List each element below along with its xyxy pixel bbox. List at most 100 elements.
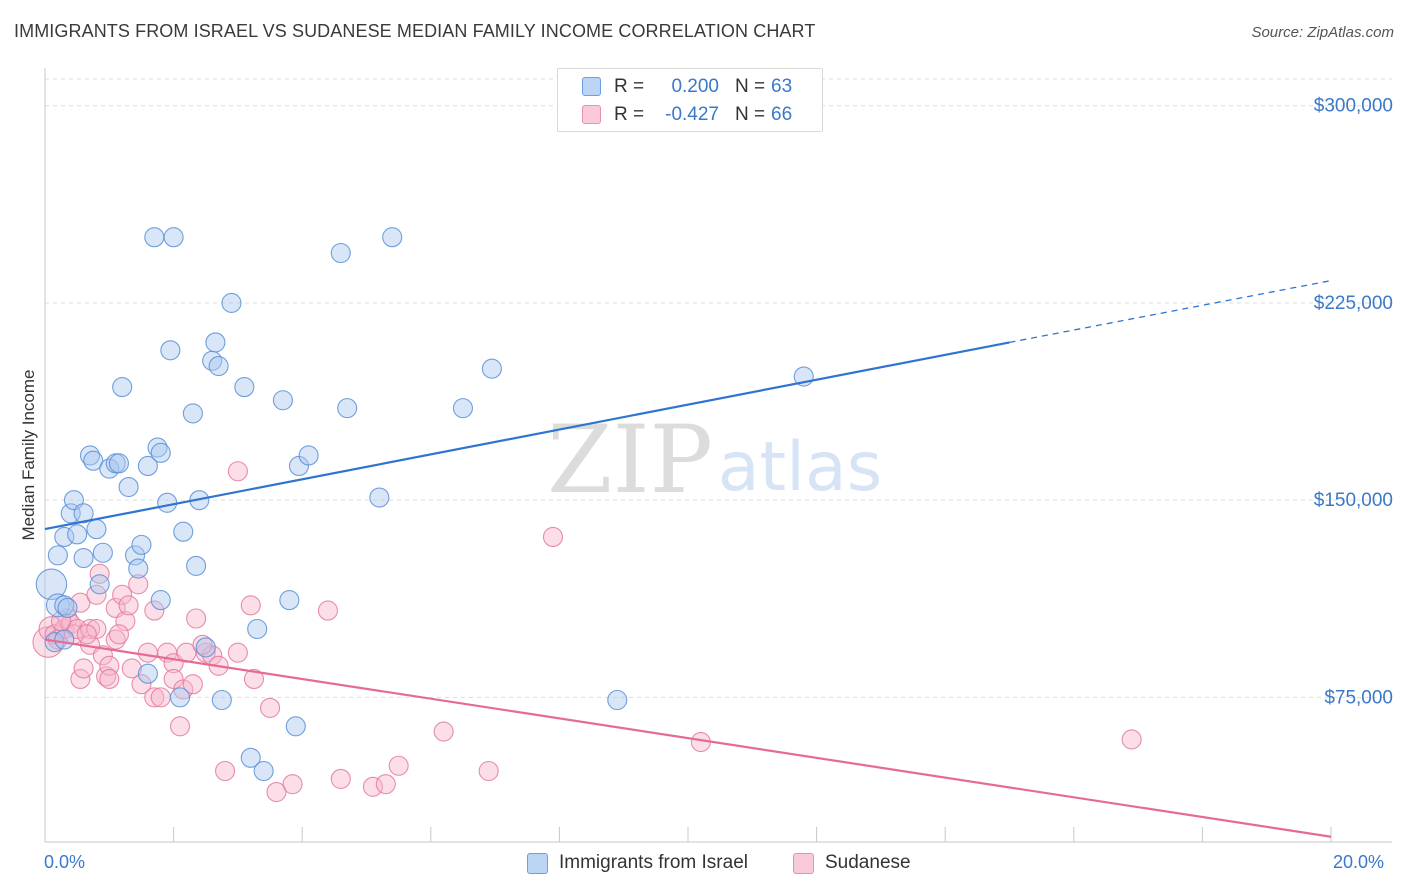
- sudanese-point: [240, 595, 261, 616]
- sudanese-point: [70, 592, 91, 613]
- sudanese-point: [330, 768, 351, 789]
- watermark-zip: ZIP: [547, 406, 713, 515]
- israel-point: [118, 476, 139, 498]
- israel-point: [67, 524, 88, 545]
- legend-r-value: -0.427: [665, 104, 719, 125]
- israel-point: [337, 398, 358, 419]
- israel-point: [298, 445, 319, 466]
- israel-trend-extension: [1009, 279, 1332, 344]
- sudanese-point: [317, 600, 338, 621]
- israel-point: [169, 687, 191, 708]
- watermark: ZIP atlas: [547, 406, 882, 515]
- axes: [44, 68, 1392, 843]
- israel-point: [112, 377, 133, 398]
- correlation-legend: R = 0.200 N = 63 R = -0.427 N = 66: [557, 68, 823, 132]
- sudanese-point: [259, 697, 281, 718]
- watermark-atlas: atlas: [718, 428, 882, 507]
- sudanese-point: [192, 634, 213, 655]
- sudanese-point: [182, 674, 203, 695]
- legend-n-value: 63: [771, 76, 793, 97]
- israel-point: [150, 590, 171, 611]
- israel-point: [186, 555, 207, 576]
- israel-point: [83, 450, 104, 471]
- israel-point: [150, 442, 171, 463]
- sudanese-point: [89, 563, 110, 584]
- israel-point: [160, 340, 181, 361]
- y-tick-label: $75,000: [1324, 687, 1393, 708]
- israel-point: [452, 398, 474, 419]
- israel-point: [195, 637, 216, 658]
- legend-swatch-israel: [527, 853, 548, 874]
- sudanese-point: [121, 658, 142, 679]
- legend-label-sudanese: Sudanese: [825, 852, 911, 873]
- israel-point: [221, 292, 242, 314]
- israel-point: [35, 568, 68, 601]
- israel-point: [247, 618, 268, 640]
- israel-point: [205, 332, 226, 353]
- israel-point: [137, 663, 158, 684]
- sudanese-point: [108, 624, 129, 645]
- israel-point: [54, 526, 75, 548]
- sudanese-point: [131, 674, 152, 695]
- sudanese-trend-line: [44, 638, 1332, 838]
- israel-point: [108, 453, 129, 474]
- sudanese-point: [243, 668, 265, 690]
- sudanese-point: [186, 608, 207, 629]
- israel-point: [99, 458, 120, 479]
- israel-point: [128, 558, 149, 579]
- source-label: Source: ZipAtlas.com: [1251, 24, 1394, 41]
- legend-label-israel: Immigrants from Israel: [559, 852, 748, 873]
- sudanese-point: [150, 687, 171, 708]
- legend-swatch-pink: [582, 105, 601, 124]
- israel-point: [330, 242, 351, 264]
- legend-r-label: R =: [614, 76, 645, 97]
- sudanese-point: [542, 526, 564, 548]
- israel-point: [607, 689, 628, 711]
- legend-r-label: R =: [614, 104, 645, 125]
- sudanese-point: [227, 642, 248, 663]
- legend-row-israel: R = 0.200 N = 63: [558, 73, 822, 99]
- sudanese-point: [173, 679, 194, 700]
- israel-point: [279, 590, 300, 611]
- trend-lines: [44, 279, 1332, 838]
- legend-n-label: N =: [735, 104, 766, 125]
- israel-point: [137, 455, 158, 477]
- sudanese-point: [375, 774, 396, 795]
- sudanese-point: [128, 574, 149, 595]
- sudanese-point: [169, 716, 191, 737]
- israel-point: [86, 519, 107, 540]
- x-tick-max: 20.0%: [1333, 852, 1385, 872]
- israel-point: [234, 377, 255, 398]
- legend-row-sudanese: R = -0.427 N = 66: [558, 101, 822, 127]
- sudanese-point: [115, 611, 136, 632]
- israel-point: [92, 542, 113, 563]
- israel-point: [382, 227, 403, 248]
- israel-point: [208, 356, 229, 377]
- sudanese-point: [73, 658, 94, 679]
- israel-point: [73, 547, 94, 569]
- israel-point: [54, 595, 75, 616]
- israel-point: [57, 597, 78, 619]
- israel-point: [240, 747, 261, 768]
- sudanese-point: [105, 629, 126, 650]
- chart-title: IMMIGRANTS FROM ISRAEL VS SUDANESE MEDIA…: [14, 21, 816, 41]
- israel-point: [157, 492, 178, 513]
- sudanese-points: [32, 461, 1142, 803]
- israel-point: [253, 760, 274, 782]
- israel-trend-line: [44, 341, 1010, 531]
- sudanese-point: [266, 781, 287, 803]
- x-tick-min: 0.0%: [44, 852, 86, 872]
- y-tick-labels: $75,000 $150,000 $225,000 $300,000: [1314, 96, 1393, 709]
- legend-r-value: 0.200: [671, 76, 719, 97]
- israel-point: [173, 521, 194, 542]
- sudanese-point: [478, 760, 499, 782]
- y-tick-label: $225,000: [1314, 293, 1393, 314]
- israel-point: [73, 503, 94, 524]
- y-tick-label: $300,000: [1314, 96, 1393, 117]
- israel-point: [89, 574, 110, 595]
- sudanese-point: [214, 760, 236, 782]
- legend-n-label: N =: [735, 76, 766, 97]
- legend-n-value: 66: [771, 104, 793, 125]
- sudanese-point: [144, 600, 165, 621]
